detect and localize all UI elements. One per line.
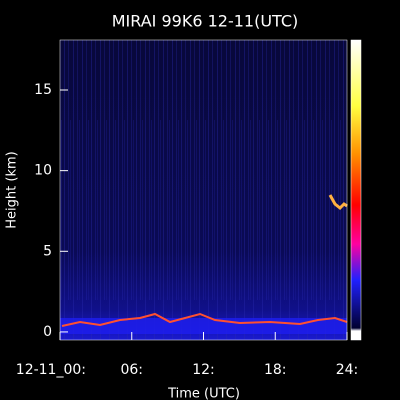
x-tick-label: 18: [264,362,287,378]
y-tick-label: 10 [34,163,52,179]
y-tick-label: 5 [43,243,52,259]
chart-title: MIRAI 99K6 12-11(UTC) [112,12,299,31]
plot-texture [60,40,347,340]
x-tick-label: 12: [192,362,215,378]
low-cloud [61,312,348,327]
x-tick-label: 12-11_00: [16,362,86,378]
x-tick-label: 06: [120,362,143,378]
x-axis-label: Time (UTC) [167,387,240,400]
boundary-layer [60,318,347,334]
y-tick-label: 15 [34,82,52,98]
x-tick-label: 24: [336,362,359,378]
colorbar [350,39,362,341]
y-tick-label: 0 [43,324,52,340]
cloud-layer [328,194,348,211]
y-axis-label: Height (km) [5,151,20,228]
